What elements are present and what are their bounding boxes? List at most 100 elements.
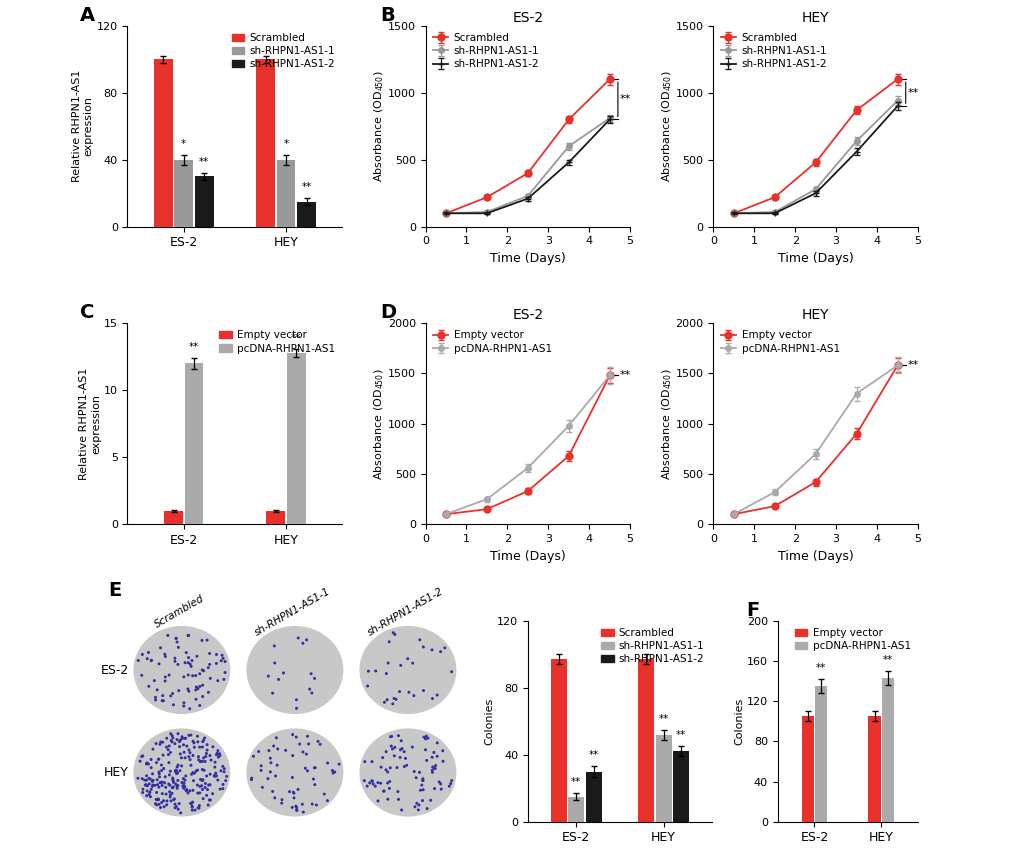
Circle shape [172,704,174,705]
Circle shape [443,647,445,649]
Circle shape [168,745,170,746]
Bar [867,716,879,822]
Circle shape [171,787,173,788]
Circle shape [159,782,161,783]
Circle shape [431,766,433,768]
Circle shape [273,645,275,646]
Circle shape [202,746,203,748]
Circle shape [201,780,203,782]
Circle shape [190,663,191,665]
Circle shape [167,749,169,751]
Circle shape [417,809,419,811]
Circle shape [140,760,141,762]
Circle shape [154,784,156,786]
Circle shape [142,654,143,655]
Circle shape [175,783,176,785]
Circle shape [298,637,299,639]
Circle shape [158,758,159,760]
Circle shape [175,638,177,639]
Circle shape [192,805,193,807]
Circle shape [412,663,413,664]
Circle shape [388,781,390,782]
Circle shape [169,796,171,798]
Circle shape [212,746,214,747]
Circle shape [163,768,164,770]
Circle shape [168,675,170,676]
Circle shape [313,778,314,780]
Circle shape [149,794,150,795]
Circle shape [381,757,383,758]
Title: ES-2: ES-2 [512,10,543,25]
Circle shape [371,780,372,782]
Circle shape [172,778,173,780]
Circle shape [175,805,177,807]
Circle shape [433,752,434,753]
Circle shape [392,632,393,633]
Text: **: ** [907,87,918,98]
Circle shape [386,699,387,700]
Circle shape [296,708,297,709]
Ellipse shape [247,729,342,816]
Circle shape [415,777,417,778]
Circle shape [258,751,259,752]
Circle shape [192,675,194,676]
Circle shape [194,746,195,748]
Circle shape [168,762,169,764]
Circle shape [299,743,301,745]
Circle shape [311,803,313,805]
Circle shape [403,751,405,752]
Legend: Scrambled, sh-RHPN1-AS1-1, sh-RHPN1-AS1-2: Scrambled, sh-RHPN1-AS1-1, sh-RHPN1-AS1-… [718,31,828,71]
Circle shape [184,662,185,663]
Bar [673,752,689,822]
Text: *: * [181,139,186,149]
Circle shape [296,699,297,700]
Circle shape [436,742,437,744]
Circle shape [391,703,393,704]
Ellipse shape [360,627,455,713]
Circle shape [206,639,208,641]
Circle shape [169,794,171,796]
Circle shape [161,793,163,794]
Circle shape [214,776,216,777]
Circle shape [375,670,376,672]
Circle shape [202,685,204,686]
Circle shape [146,779,147,781]
Text: **: ** [815,663,825,673]
Circle shape [393,755,394,757]
Circle shape [158,663,160,664]
Circle shape [186,688,189,690]
Text: **: ** [189,342,199,352]
Circle shape [217,750,218,752]
Circle shape [157,798,159,800]
Circle shape [155,743,157,745]
Circle shape [168,783,169,785]
Circle shape [422,778,423,780]
Circle shape [160,782,162,783]
Circle shape [367,686,368,687]
Circle shape [170,695,171,697]
Legend: Scrambled, sh-RHPN1-AS1-1, sh-RHPN1-AS1-2: Scrambled, sh-RHPN1-AS1-1, sh-RHPN1-AS1-… [430,31,541,71]
Circle shape [204,787,206,788]
Circle shape [302,643,304,644]
Text: **: ** [302,182,312,193]
Circle shape [400,740,401,741]
Circle shape [367,670,369,672]
Circle shape [222,765,223,767]
Circle shape [310,673,312,675]
Text: **: ** [588,751,598,760]
Circle shape [172,782,174,783]
Y-axis label: Absorbance (OD$_{450}$): Absorbance (OD$_{450}$) [373,70,386,182]
Circle shape [206,749,208,751]
Circle shape [162,754,164,756]
Circle shape [190,764,192,766]
Circle shape [207,667,209,669]
Circle shape [145,784,147,786]
Circle shape [413,770,415,772]
Circle shape [422,690,424,692]
Circle shape [194,809,196,811]
Y-axis label: Relative RHPN1-AS1
expression: Relative RHPN1-AS1 expression [79,367,101,480]
Circle shape [174,743,175,745]
Circle shape [156,779,158,781]
Circle shape [393,746,395,748]
Circle shape [205,756,207,758]
